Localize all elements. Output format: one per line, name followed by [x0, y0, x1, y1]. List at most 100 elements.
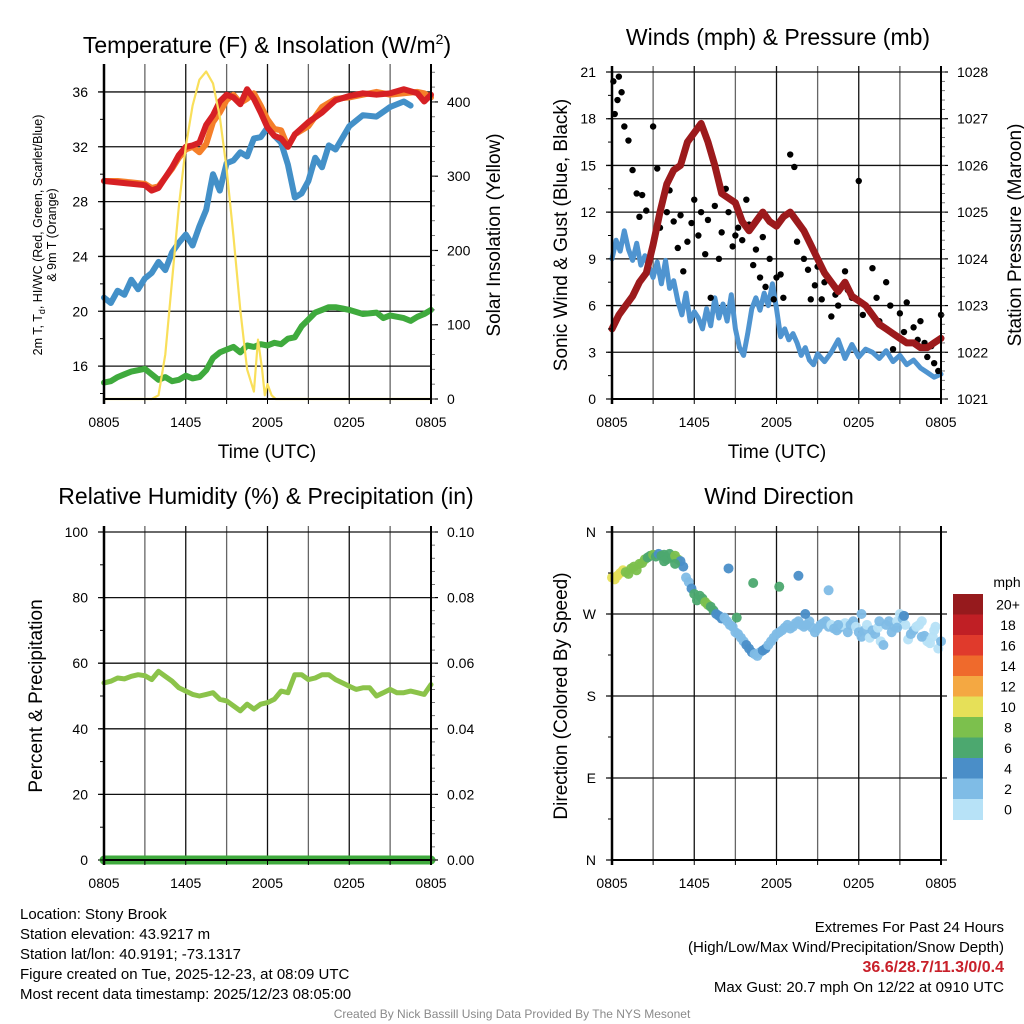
- humidity-panel: Relative Humidity (%) & Precipitation (i…: [26, 483, 474, 891]
- gust-point: [704, 216, 712, 224]
- gust-point: [777, 271, 784, 278]
- colorbar-swatch: [953, 778, 983, 800]
- temperature-ylabel-line2: & 9m T (Orange): [45, 188, 59, 281]
- humidity-y-tick-label: 40: [72, 721, 88, 737]
- winds-y-tick-label: 6: [588, 298, 596, 314]
- sonic-wind-line: [609, 228, 944, 380]
- wind-direction-point: [916, 616, 927, 627]
- gust-point: [625, 137, 632, 144]
- colorbar-label: 18: [1000, 617, 1016, 633]
- gust-point: [629, 166, 636, 174]
- colorbar-swatch: [953, 799, 983, 820]
- gust-point: [889, 345, 897, 353]
- winds-y2-tick-label: 1025: [957, 204, 988, 220]
- gust-point: [670, 218, 677, 225]
- gust-point: [800, 255, 808, 263]
- gust-point: [791, 163, 798, 171]
- colorbar-title: mph: [993, 574, 1020, 590]
- gust-point: [615, 73, 623, 80]
- gust-point: [621, 123, 628, 130]
- colorbar-swatch: [953, 717, 983, 738]
- winds-y-tick-label: 15: [580, 157, 596, 173]
- gust-point: [807, 296, 814, 303]
- colorbar-label: 0: [1004, 801, 1012, 817]
- temperature-y2-tick-label: 300: [447, 168, 471, 184]
- winds-panel: Winds (mph) & Pressure (mb) 0 3 6 9 12 15 18 21…: [551, 24, 1024, 463]
- gust-point: [614, 96, 621, 104]
- gust-point: [917, 317, 924, 325]
- winds-y-tick-label: 3: [588, 344, 596, 360]
- winds-x-tick-label: 0205: [843, 414, 874, 430]
- location-text: Location: Stony Brook: [20, 906, 167, 923]
- humidity-x-tick-label: 2005: [252, 875, 283, 891]
- humidity-ylabel: Percent & Precipitation: [26, 599, 47, 792]
- gust-point: [702, 250, 709, 258]
- gust-point: [804, 266, 812, 273]
- wind-direction-title: Wind Direction: [704, 483, 854, 509]
- winds-y2-tick-label: 1023: [957, 298, 988, 314]
- colorbar-label: 6: [1004, 740, 1012, 756]
- gust-point: [935, 367, 942, 375]
- colorbar-label: 10: [1000, 699, 1016, 715]
- wind-direction-y-tick-label: S: [587, 688, 596, 704]
- temperature-y2label: Solar Insolation (Yellow): [484, 133, 505, 336]
- gust-point: [900, 328, 908, 336]
- gust-point: [910, 324, 917, 331]
- gust-point: [729, 243, 736, 250]
- wind-direction-point: [929, 625, 940, 636]
- gust-point: [638, 191, 646, 199]
- gust-point: [903, 299, 910, 306]
- gust-point: [674, 244, 681, 252]
- wind-chill-line: [101, 98, 414, 306]
- temperature-y2-tick-label: 100: [447, 317, 471, 333]
- created-text: Figure created on Tue, 2025-12-23, at 08…: [20, 966, 350, 983]
- gust-point: [711, 202, 719, 210]
- elevation-text: Station elevation: 43.9217 m: [20, 926, 211, 943]
- gust-point: [766, 255, 773, 263]
- gust-point: [739, 236, 746, 244]
- wind-direction-point: [874, 616, 885, 627]
- humidity-y2-tick-label: 0.04: [447, 721, 474, 737]
- wind-direction-y-tick-label: N: [586, 852, 596, 868]
- temperature-y2-tick-label: 0: [447, 391, 455, 407]
- gust-point: [725, 208, 732, 216]
- gust-point: [691, 196, 698, 203]
- wind-direction-y-tick-label: N: [586, 524, 596, 540]
- winds-ylabel: Sonic Wind & Gust (Blue, Black): [551, 99, 572, 371]
- gust-point: [873, 294, 880, 301]
- colorbar-swatch: [953, 737, 983, 759]
- station-pressure-line: [608, 119, 945, 352]
- gust-point: [811, 282, 819, 289]
- winds-y-tick-label: 12: [580, 204, 596, 220]
- wind-direction-x-tick-label: 0805: [596, 875, 627, 891]
- gust-point: [787, 151, 794, 158]
- gust-point: [743, 196, 750, 203]
- winds-y2-tick-label: 1021: [957, 391, 988, 407]
- temperature-x-tick-label: 0805: [415, 414, 446, 430]
- extremes-legend: (High/Low/Max Wind/Precipitation/Snow De…: [688, 939, 1004, 956]
- winds-y-tick-label: 9: [588, 251, 596, 267]
- winds-axes: 0 3 6 9 12 15 18 21 1021 1022 1023 1024 1025 1026 1027…: [580, 64, 988, 430]
- wind-direction-point: [659, 556, 670, 567]
- wind-direction-point: [748, 578, 759, 589]
- winds-y2-tick-label: 1024: [957, 251, 988, 267]
- wind-direction-point: [856, 609, 867, 619]
- extremes-heading: Extremes For Past 24 Hours: [814, 919, 1004, 936]
- gust-point: [633, 190, 640, 197]
- gust-point: [828, 313, 835, 320]
- humidity-x-tick-label: 1405: [170, 875, 201, 891]
- gust-point: [732, 232, 739, 239]
- wind-direction-point: [823, 585, 834, 596]
- winds-y2-tick-label: 1026: [957, 157, 988, 173]
- temperature-panel: Temperature (F) & Insolation (W/m2) 16 20…: [31, 31, 505, 463]
- gust-point: [930, 359, 938, 367]
- 2m-t-line: [101, 86, 434, 194]
- colorbar-label: 16: [1000, 637, 1016, 653]
- wind-direction-point: [892, 622, 903, 633]
- temperature-x-tick-label: 1405: [170, 414, 201, 430]
- temperature-axes: 16 20 24 28 32 36 0 100 200 300 400 0805 1405 2005 020…: [72, 64, 471, 430]
- wind-direction-point: [833, 619, 844, 630]
- humidity-x-tick-label: 0205: [334, 875, 365, 891]
